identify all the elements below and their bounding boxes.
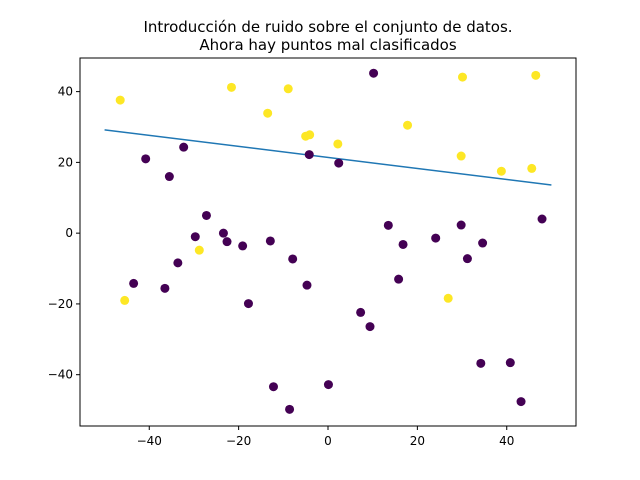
data-point-class-0: [456, 220, 466, 230]
y-tick-label: 20: [58, 155, 73, 169]
data-point-class-0: [222, 237, 232, 247]
data-point-class-0: [478, 238, 488, 248]
data-point-class-0: [323, 380, 333, 390]
points-layer: [115, 68, 547, 414]
data-point-class-0: [537, 214, 547, 224]
data-point-class-1: [283, 84, 293, 94]
data-point-class-0: [516, 397, 526, 407]
x-axis: −40 −20 0 20 40: [137, 426, 514, 448]
data-point-class-0: [462, 254, 472, 264]
data-point-class-0: [173, 258, 183, 268]
data-point-class-0: [476, 358, 486, 368]
data-point-class-1: [333, 139, 343, 149]
data-point-class-1: [496, 166, 506, 176]
data-point-class-1: [531, 70, 541, 80]
data-point-class-0: [356, 307, 366, 317]
data-point-class-1: [403, 120, 413, 130]
data-point-class-0: [218, 228, 228, 238]
chart-title-line-1: Introducción de ruido sobre el conjunto …: [143, 18, 512, 36]
x-tick-label: 20: [410, 434, 425, 448]
data-point-class-0: [383, 220, 393, 230]
y-tick-label: 0: [65, 226, 73, 240]
y-tick-label: −20: [48, 297, 73, 311]
data-point-class-0: [398, 239, 408, 249]
data-point-class-0: [243, 299, 253, 309]
data-point-class-1: [456, 151, 466, 161]
data-point-class-0: [334, 158, 344, 168]
data-point-class-1: [458, 72, 468, 82]
data-point-class-0: [164, 172, 174, 182]
data-point-class-1: [194, 245, 204, 255]
chart-title-line-2: Ahora hay puntos mal clasificados: [199, 36, 457, 54]
data-point-class-0: [365, 322, 375, 332]
data-point-class-1: [120, 295, 130, 305]
data-point-class-0: [238, 241, 248, 251]
y-tick-label: −40: [48, 368, 73, 382]
decision-line-layer: [104, 129, 552, 186]
data-point-class-0: [190, 232, 200, 242]
data-point-class-0: [288, 254, 298, 264]
data-point-class-1: [115, 95, 125, 105]
data-point-class-0: [141, 154, 151, 164]
data-point-class-0: [431, 233, 441, 243]
data-point-class-0: [160, 283, 170, 293]
data-point-class-1: [443, 293, 453, 303]
x-tick-label: 40: [499, 434, 514, 448]
data-point-class-0: [129, 278, 139, 288]
data-point-class-0: [179, 142, 189, 152]
data-point-class-0: [265, 236, 275, 246]
data-point-class-0: [302, 280, 312, 290]
x-tick-label: 0: [324, 434, 332, 448]
data-point-class-0: [394, 274, 404, 284]
x-tick-label: −20: [226, 434, 251, 448]
data-point-class-0: [505, 358, 515, 368]
data-point-class-0: [285, 404, 295, 414]
data-point-class-0: [304, 150, 314, 160]
y-axis: −40 −20 0 20 40: [48, 85, 80, 382]
data-point-class-0: [268, 382, 278, 392]
decision-line: [104, 129, 552, 186]
data-point-class-1: [527, 163, 537, 173]
data-point-class-1: [263, 108, 273, 118]
data-point-class-1: [226, 82, 236, 92]
y-tick-label: 40: [58, 85, 73, 99]
data-point-class-1: [305, 130, 315, 140]
data-point-class-0: [201, 210, 211, 220]
x-tick-label: −40: [137, 434, 162, 448]
data-point-class-0: [369, 68, 379, 78]
